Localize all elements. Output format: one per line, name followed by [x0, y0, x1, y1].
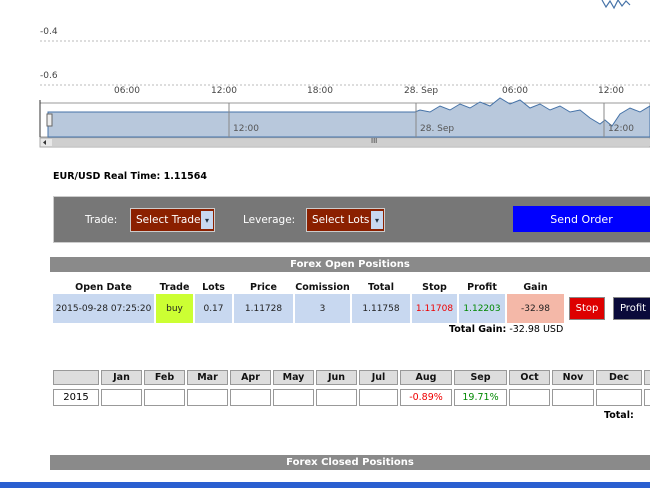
total-gain-value: -32.98 USD [509, 324, 564, 335]
column-header: Comission [295, 281, 350, 293]
month-cell [316, 389, 357, 406]
position-cell: 3 [295, 294, 350, 323]
taskbar [0, 482, 650, 488]
year-cell: 2015 [53, 389, 99, 406]
x-label: 12:00 [598, 86, 624, 96]
month-cell [552, 389, 594, 406]
trade-select[interactable]: Select Trade ▾ [130, 208, 215, 232]
dropdown-arrow[interactable]: ▾ [201, 211, 213, 229]
month-header: Oct [509, 370, 550, 385]
month-cell [596, 389, 642, 406]
position-cell: 1.11728 [234, 294, 293, 323]
realtime-price: EUR/USD Real Time: 1.11564 [53, 171, 207, 182]
month-cell [509, 389, 550, 406]
price-chart [39, 0, 650, 148]
month-cell [187, 389, 228, 406]
month-header: Aug [400, 370, 452, 385]
month-header: Jan [101, 370, 142, 385]
navigator-handle[interactable] [46, 113, 53, 127]
column-header: Price [250, 281, 277, 293]
navigator-label: 28. Sep [420, 124, 455, 134]
position-cell: buy [156, 294, 193, 323]
monthly-extra [644, 389, 650, 406]
month-cell: -0.89% [400, 389, 452, 406]
column-header: Total [368, 281, 394, 293]
select-text: Select Trade [136, 214, 201, 226]
month-header: Jul [359, 370, 398, 385]
scrollbar-thumb[interactable] [52, 139, 650, 146]
y-label: -0.6 [40, 71, 58, 81]
x-label: 18:00 [307, 86, 333, 96]
leverage-label: Leverage: [243, 214, 296, 226]
section-header: Forex Closed Positions [50, 455, 650, 470]
total-gain-label: Total Gain: [449, 324, 507, 335]
total-gain: Total Gain: -32.98 USD [449, 324, 563, 335]
position-cell: 1.12203 [459, 294, 505, 323]
month-cell [359, 389, 398, 406]
column-header: Profit [467, 281, 497, 293]
position-cell: -32.98 [507, 294, 564, 323]
navigator-series [47, 97, 650, 138]
x-label: 06:00 [114, 86, 140, 96]
position-cell: 2015-09-28 07:25:20 [53, 294, 154, 323]
section-header: Forex Open Positions [50, 257, 650, 272]
month-cell: 19.71% [454, 389, 507, 406]
leverage-select[interactable]: Select Lots ▾ [306, 208, 385, 232]
month-header: May [273, 370, 314, 385]
stop-button[interactable]: Stop [569, 297, 605, 320]
month-cell [230, 389, 271, 406]
position-cell: 1.11708 [412, 294, 457, 323]
navigator-label: 12:00 [233, 124, 259, 134]
month-cell [273, 389, 314, 406]
month-header: Feb [144, 370, 185, 385]
monthly-corner [53, 370, 99, 385]
trade-label: Trade: [85, 214, 118, 226]
month-cell [101, 389, 142, 406]
x-label: 28. Sep [404, 86, 439, 96]
position-cell: 0.17 [195, 294, 232, 323]
month-header: Dec [596, 370, 642, 385]
monthly-extra [644, 370, 650, 385]
column-header: Stop [422, 281, 447, 293]
month-header: Sep [454, 370, 507, 385]
month-header: Jun [316, 370, 357, 385]
column-header: Open Date [75, 281, 132, 293]
scrollbar-grip: III [371, 137, 378, 145]
column-header: Gain [523, 281, 548, 293]
column-header: Lots [202, 281, 225, 293]
monthly-total-label: Total: [604, 410, 634, 421]
x-label: 12:00 [211, 86, 237, 96]
dropdown-arrow[interactable]: ▾ [371, 211, 383, 229]
month-header: Mar [187, 370, 228, 385]
select-text: Select Lots [312, 214, 370, 226]
profit-button[interactable]: Profit [613, 297, 650, 320]
x-label: 06:00 [502, 86, 528, 96]
navigator-label: 12:00 [608, 124, 634, 134]
position-cell: 1.11758 [352, 294, 410, 323]
month-header: Apr [230, 370, 271, 385]
y-label: -0.4 [40, 27, 58, 37]
price-line [601, 0, 631, 10]
month-cell [144, 389, 185, 406]
column-header: Trade [159, 281, 190, 293]
send-order-button[interactable]: Send Order [513, 206, 650, 232]
scroll-arrow[interactable] [43, 140, 46, 145]
month-header: Nov [552, 370, 594, 385]
